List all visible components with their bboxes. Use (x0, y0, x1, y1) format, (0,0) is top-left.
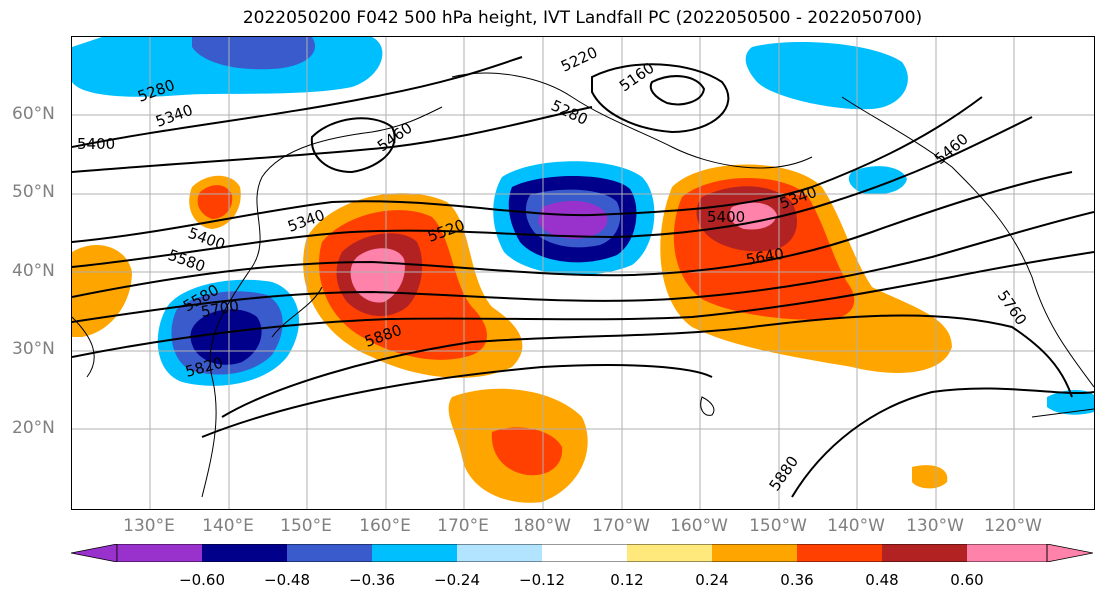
colorbar-tick: 0.24 (695, 571, 729, 589)
colorbar-bin (117, 544, 202, 562)
colorbar-bin (457, 544, 542, 562)
colorbar-tick: −0.12 (519, 571, 565, 589)
colorbar-tick: −0.48 (264, 571, 310, 589)
colorbar-tick: 0.36 (780, 571, 814, 589)
colorbar-bin (287, 544, 372, 562)
contour-label: 5280 (548, 96, 590, 128)
contour-label: 5400 (77, 135, 115, 153)
colorbar-bin (627, 544, 712, 562)
positive-anomaly-west-pacific (303, 193, 588, 503)
lat-label: 60°N (12, 104, 55, 124)
colorbar-bin (542, 544, 627, 562)
coastlines (72, 72, 1094, 498)
colorbar-min-arrow (71, 544, 118, 562)
lon-label: 160°W (670, 516, 728, 536)
lat-label: 20°N (12, 418, 55, 438)
colorbar-tick: 0.60 (950, 571, 984, 589)
colorbar-bin (202, 544, 287, 562)
lon-label: 170°E (437, 516, 489, 536)
lon-label: 150°W (749, 516, 807, 536)
lat-label: 50°N (12, 182, 55, 202)
colorbar-bin (712, 544, 797, 562)
lat-label: 30°N (12, 339, 55, 359)
negative-anomaly-north-pacific (493, 161, 655, 275)
lon-label: 180°W (513, 516, 571, 536)
colorbar-bin (967, 544, 1047, 562)
positive-anomaly-east-pacific (72, 164, 952, 489)
lon-label: 150°E (280, 516, 332, 536)
height-contours (72, 56, 1094, 498)
lon-label: 160°E (359, 516, 411, 536)
lon-label: 120°W (984, 516, 1042, 536)
colorbar-max-arrow (1046, 544, 1093, 562)
contour-label: 5760 (994, 287, 1031, 329)
colorbar-tick: 0.48 (865, 571, 899, 589)
map-panel: 5280 5340 5400 5460 5220 5160 5280 5460 … (71, 36, 1095, 510)
lat-label: 40°N (12, 261, 55, 281)
contour-label: 5460 (374, 119, 416, 156)
lon-label: 140°E (202, 516, 254, 536)
lon-label: 140°W (827, 516, 885, 536)
lon-label: 130°E (123, 516, 175, 536)
lon-label: 170°W (592, 516, 650, 536)
lon-label: 130°W (906, 516, 964, 536)
colorbar-tick: −0.36 (349, 571, 395, 589)
colorbar-tick: −0.24 (434, 571, 480, 589)
colorbar-bin (372, 544, 457, 562)
colorbar (71, 544, 1093, 562)
colorbar-tick: 0.12 (610, 571, 644, 589)
contour-label: 5400 (707, 208, 745, 226)
contour-label: 5220 (558, 43, 600, 75)
colorbar-tick: −0.60 (179, 571, 225, 589)
map-title: 2022050200 F042 500 hPa height, IVT Land… (242, 8, 923, 28)
colorbar-bin (882, 544, 967, 562)
colorbar-bin (797, 544, 882, 562)
graticule (72, 37, 1094, 509)
map-canvas: 5280 5340 5400 5460 5220 5160 5280 5460 … (72, 37, 1094, 509)
